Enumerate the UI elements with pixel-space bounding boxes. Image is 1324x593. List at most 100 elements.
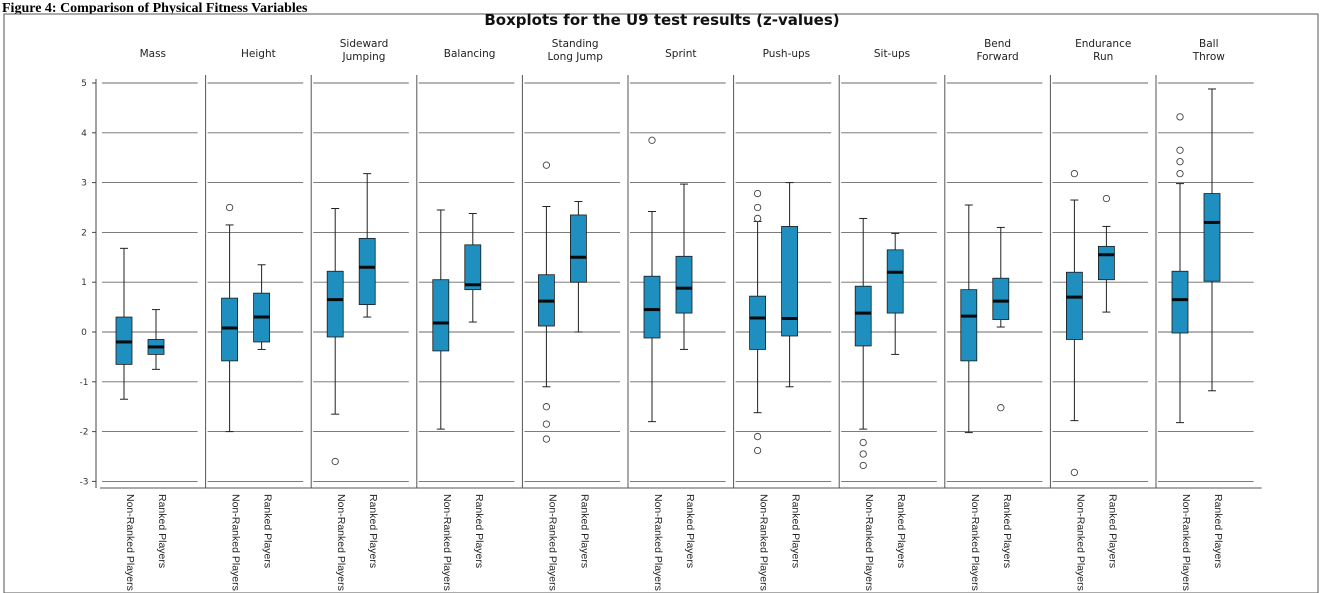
box: Ranked Players <box>358 173 379 568</box>
box: Non-Ranked Players <box>643 136 664 591</box>
box: Non-Ranked Players <box>960 204 981 591</box>
iqr-box <box>643 275 661 339</box>
panel-title: Sprint <box>665 48 696 60</box>
panel-title: Sit-ups <box>874 48 910 60</box>
box: Ranked Players <box>464 212 485 568</box>
panel-title: Endurance <box>1075 38 1131 50</box>
panel-title: Balancing <box>444 48 496 60</box>
box: Ranked Players <box>886 232 907 568</box>
iqr-box <box>1066 271 1083 340</box>
panel-title: Mass <box>140 48 166 60</box>
outlier-point <box>1102 194 1111 203</box>
box: Non-Ranked Players <box>854 217 875 591</box>
outlier-point <box>1070 468 1079 477</box>
outlier-point <box>753 446 762 455</box>
group-label: Ranked Players <box>790 494 802 568</box>
panel-title: Bend <box>984 38 1011 50</box>
group-label: Non-Ranked Players <box>1180 494 1192 591</box>
y-tick-label: 5 <box>81 79 87 89</box>
group-label: Ranked Players <box>262 494 274 568</box>
box: Ranked Players <box>253 264 274 568</box>
chart-title: Boxplots for the U9 test results (z-valu… <box>484 11 839 29</box>
iqr-box <box>886 249 904 314</box>
outlier-point <box>859 461 867 470</box>
group-label: Ranked Players <box>1001 494 1013 568</box>
box: Ranked Players <box>675 183 696 568</box>
group-label: Non-Ranked Players <box>546 494 558 591</box>
panel: Mass Non-Ranked Players Ranked Players <box>100 48 206 591</box>
iqr-box <box>992 277 1010 320</box>
outlier-point <box>859 450 867 458</box>
iqr-box <box>570 214 587 283</box>
box: Ranked Players <box>781 182 802 568</box>
outlier-point <box>753 214 762 223</box>
box: Ranked Players <box>992 226 1013 568</box>
y-tick-label: 0 <box>81 328 87 338</box>
group-label: Ranked Players <box>367 494 379 568</box>
figure-caption: Figure 4: Comparison of Physical Fitness… <box>2 1 308 16</box>
group-label: Non-Ranked Players <box>230 494 242 591</box>
panel-title: Ball <box>1199 38 1218 50</box>
outlier-point <box>1176 146 1184 154</box>
box: Non-Ranked Players <box>326 207 347 591</box>
box: Non-Ranked Players <box>115 247 136 591</box>
y-tick-label: 2 <box>81 228 87 238</box>
iqr-box <box>749 295 766 350</box>
iqr-box <box>1203 193 1221 282</box>
panel: Push-ups Non-Ranked Players Ranked Players <box>733 48 840 591</box>
iqr-box <box>358 237 376 306</box>
group-label: Non-Ranked Players <box>758 494 770 591</box>
y-tick-label: 3 <box>81 179 87 189</box>
box: Non-Ranked Players <box>1171 113 1192 591</box>
panel: Height Non-Ranked Players Ranked Players <box>205 48 312 591</box>
group-label: Ranked Players <box>156 494 168 568</box>
group-label: Non-Ranked Players <box>863 494 875 591</box>
outlier-point <box>1176 169 1184 178</box>
group-label: Non-Ranked Players <box>969 494 981 591</box>
y-tick-label: 4 <box>81 129 87 139</box>
outlier-point <box>1070 169 1079 178</box>
box: Non-Ranked Players <box>432 209 453 591</box>
outlier-point <box>753 189 762 198</box>
outlier-point <box>648 136 656 144</box>
group-label: Non-Ranked Players <box>1074 494 1086 591</box>
iqr-box <box>432 279 450 352</box>
panel-title: Push-ups <box>763 48 811 60</box>
panel-title: Standing <box>552 38 599 50</box>
outlier-point <box>753 203 762 212</box>
iqr-box <box>675 255 693 314</box>
iqr-box <box>326 270 344 338</box>
panel: Sit-ups Non-Ranked Players Ranked Players <box>838 48 945 591</box>
box: Non-Ranked Players <box>1066 169 1086 591</box>
iqr-box <box>1098 245 1115 281</box>
outlier-point <box>1176 158 1184 166</box>
panel-title: Forward <box>976 51 1018 63</box>
outlier-point <box>542 403 551 411</box>
iqr-box <box>464 244 482 291</box>
group-label: Non-Ranked Players <box>652 494 664 591</box>
outlier-point <box>859 438 867 447</box>
box: Non-Ranked Players <box>221 203 242 591</box>
group-label: Non-Ranked Players <box>441 494 453 591</box>
outlier-point <box>997 404 1005 412</box>
group-label: Ranked Players <box>1212 494 1224 568</box>
box: Ranked Players <box>1098 194 1118 568</box>
group-label: Ranked Players <box>578 494 590 568</box>
panel: Balancing Non-Ranked Players Ranked Player… <box>416 48 523 591</box>
y-axis: -3 -2 -1 0 1 2 3 4 5 <box>80 79 97 488</box>
box: Ranked Players <box>570 201 590 568</box>
y-tick-label: -3 <box>80 477 89 487</box>
outlier-point <box>331 457 339 466</box>
box: Non-Ranked Players <box>749 189 770 591</box>
box: Non-Ranked Players <box>538 161 558 591</box>
group-label: Non-Ranked Players <box>335 494 347 591</box>
outlier-point <box>542 435 551 443</box>
outlier-point <box>542 420 551 428</box>
y-tick-label: -1 <box>80 378 89 388</box>
iqr-box <box>1171 270 1189 334</box>
